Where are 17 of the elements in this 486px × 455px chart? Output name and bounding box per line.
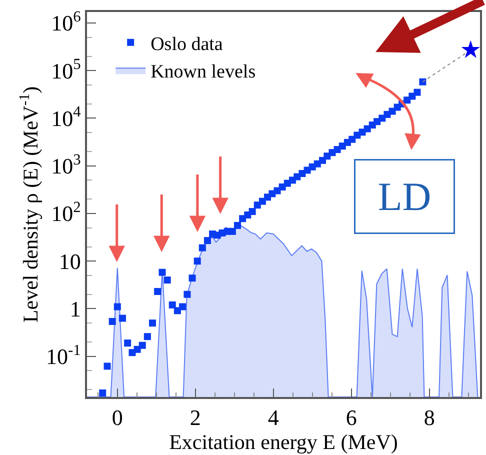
y-tick-label: 10 (58, 248, 81, 274)
x-tick-label: 8 (424, 405, 435, 430)
y-tick-label: 10$^{5}$ (51, 56, 82, 84)
y-tick-label: 10$^{4}$ (51, 104, 82, 131)
legend-label: Known levels (150, 62, 256, 83)
y-tick-label: 10$^{6}$ (51, 8, 82, 36)
x-tick-label: 0 (112, 405, 123, 430)
x-tick-label: 2 (190, 405, 201, 430)
y-tick-label: 10$^{2}$ (51, 198, 81, 226)
x-tick-label: 4 (268, 405, 279, 430)
y-tick-label: 10$^{-1}$ (46, 342, 81, 370)
x-axis-title: Excitation energy E (MeV) (169, 430, 398, 454)
legend-label: Oslo data (150, 34, 224, 55)
y-tick-label: 10$^{3}$ (51, 151, 82, 179)
x-tick-label: 6 (346, 405, 357, 430)
annotation: LD (378, 174, 432, 219)
y-tick-label: 1 (70, 296, 81, 322)
